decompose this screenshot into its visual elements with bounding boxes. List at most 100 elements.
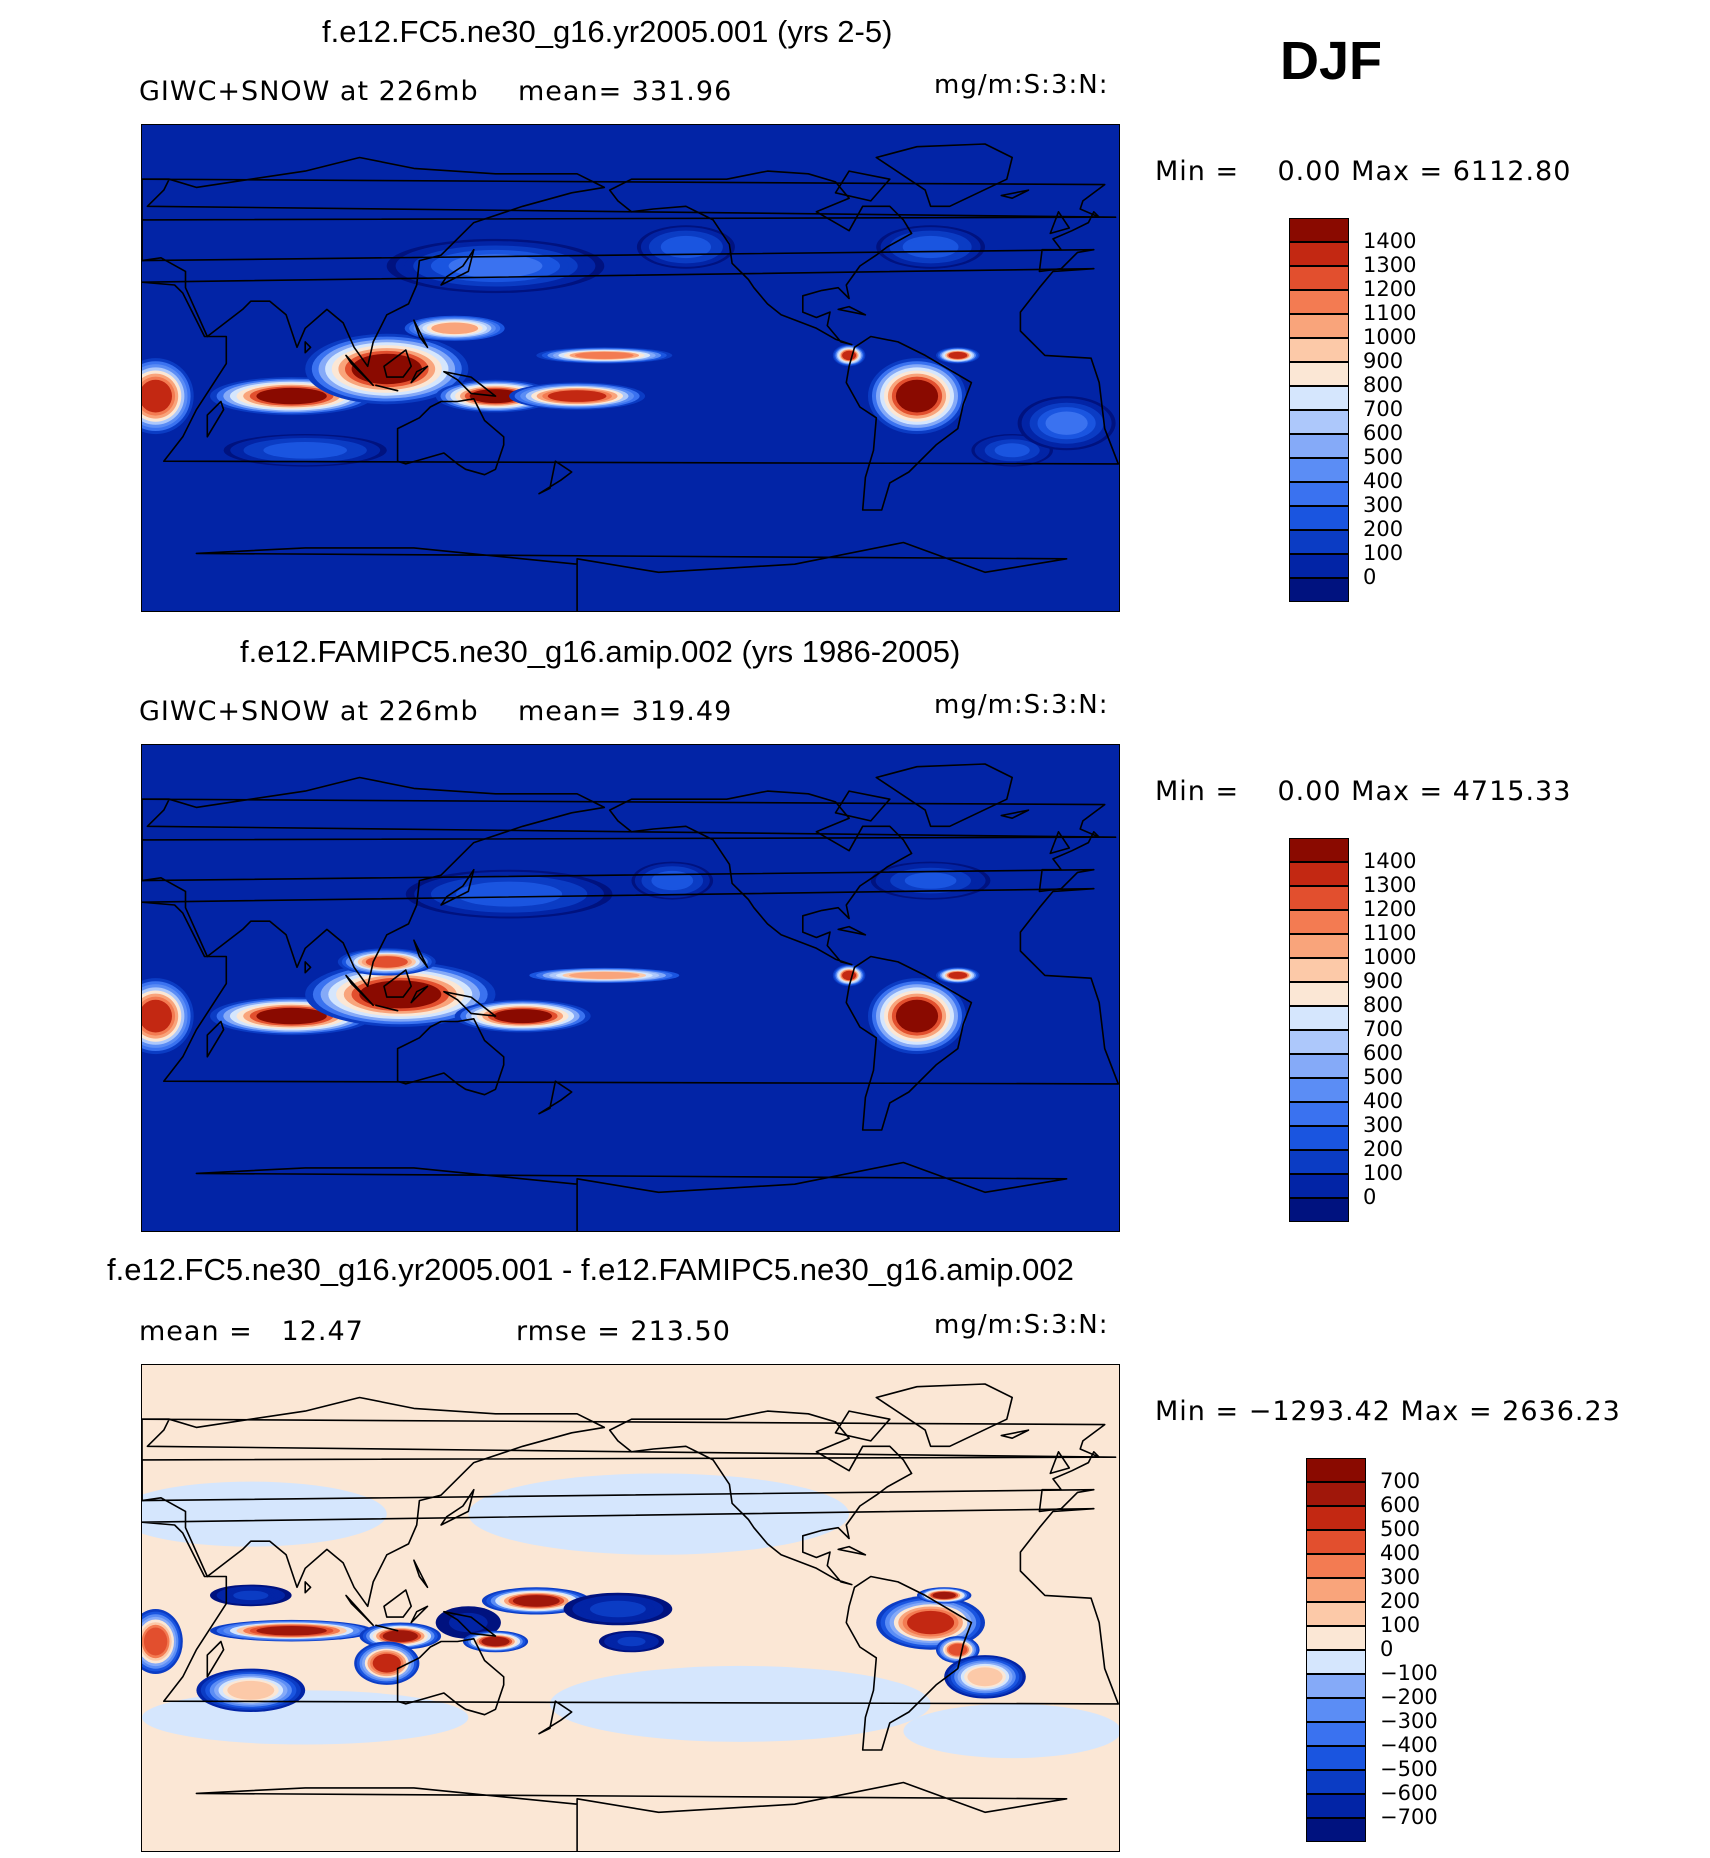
colorbar-box: [1306, 1530, 1366, 1554]
colorbar-box: [1289, 1054, 1349, 1078]
panel1-units: mg/m:S:3:N:: [934, 70, 1109, 100]
season-label: DJF: [1280, 31, 1383, 91]
panel2-units: mg/m:S:3:N:: [934, 690, 1109, 720]
colorbar-tick-label: 100: [1363, 1161, 1404, 1185]
coastline: [413, 1559, 429, 1589]
coastline: [142, 831, 1101, 893]
field-contour: [256, 1626, 327, 1636]
colorbar-tick-label: 500: [1380, 1517, 1421, 1541]
field-contour: [948, 1643, 968, 1656]
coastline: [834, 790, 891, 822]
coastline: [383, 969, 413, 998]
coastline: [396, 397, 505, 476]
field-contour: [907, 1610, 955, 1635]
coastline: [142, 776, 606, 988]
field-contour: [907, 237, 955, 257]
colorbar-box: [1306, 1674, 1366, 1698]
colorbar-box: [1289, 1078, 1349, 1102]
colorbar-tick-label: −300: [1380, 1709, 1438, 1733]
coastline: [304, 1581, 312, 1594]
field-contour: [382, 1630, 418, 1642]
panel1-minmax: Min = 0.00 Max = 6112.80: [1155, 156, 1572, 187]
field-contour: [842, 970, 857, 981]
coastline: [834, 170, 891, 202]
coastline: [142, 1451, 1101, 1513]
colorbar-tick-label: 400: [1380, 1541, 1421, 1565]
coastline: [410, 365, 429, 384]
coastline: [396, 1017, 505, 1096]
colorbar-box: [1289, 482, 1349, 506]
colorbar-tick-label: 400: [1363, 469, 1404, 493]
coastline: [1049, 1451, 1071, 1475]
colorbar-box: [1289, 982, 1349, 1006]
colorbar-tick-label: 300: [1363, 493, 1404, 517]
coastline: [304, 961, 312, 974]
colorbar-box: [1289, 266, 1349, 290]
field-contour: [569, 971, 640, 979]
field-contour: [493, 1009, 552, 1024]
field-contour: [903, 1703, 1119, 1759]
coastline: [142, 1396, 606, 1608]
coastline: [837, 305, 867, 316]
coastline: [304, 341, 312, 354]
colorbar-tick-label: 200: [1363, 1137, 1404, 1161]
colorbar-box: [1289, 554, 1349, 578]
colorbar-tick-label: 1000: [1363, 945, 1417, 969]
colorbar-tick-label: 200: [1380, 1589, 1421, 1613]
colorbar-tick-label: −200: [1380, 1685, 1438, 1709]
coastline: [195, 541, 1068, 611]
panel3-map: [141, 1364, 1120, 1852]
colorbar-tick-label: 500: [1363, 445, 1404, 469]
field-contour: [549, 1665, 931, 1742]
colorbar-tick-label: 700: [1363, 1017, 1404, 1041]
coastline: [142, 798, 1117, 838]
colorbar-box: [1289, 910, 1349, 934]
field-contour: [256, 1007, 327, 1025]
colorbar-box: [1289, 862, 1349, 886]
map-background: [142, 745, 1119, 1231]
colorbar-box: [1289, 530, 1349, 554]
colorbar-tick-label: 700: [1380, 1469, 1421, 1493]
colorbar-box: [1289, 1150, 1349, 1174]
colorbar-tick-label: 900: [1363, 349, 1404, 373]
field-contour: [594, 1602, 642, 1616]
coastline: [443, 990, 497, 1017]
coastline: [410, 985, 429, 1004]
field-contour: [142, 379, 172, 413]
panel2-mean: mean= 319.49: [518, 696, 733, 727]
coastline: [1049, 831, 1071, 855]
coastline: [345, 974, 374, 1007]
colorbar-box: [1289, 242, 1349, 266]
colorbar-box: [1289, 838, 1349, 862]
colorbar-box: [1306, 1818, 1366, 1842]
colorbar-tick-label: 1200: [1363, 277, 1417, 301]
coastline: [1000, 189, 1030, 199]
panel1-title: f.e12.FC5.ne30_g16.yr2005.001 (yrs 2-5): [322, 14, 893, 49]
colorbar-tick-label: 1000: [1363, 325, 1417, 349]
coastline: [396, 1637, 505, 1716]
colorbar-tick-label: −100: [1380, 1661, 1438, 1685]
panel3-title: f.e12.FC5.ne30_g16.yr2005.001 - f.e12.FA…: [107, 1252, 1074, 1287]
field-contour: [143, 1627, 168, 1656]
coastline: [375, 384, 399, 392]
colorbar-box: [1289, 386, 1349, 410]
coastline: [1000, 809, 1030, 819]
colorbar-tick-label: 200: [1363, 517, 1404, 541]
colorbar-box: [1289, 290, 1349, 314]
field-contour: [842, 350, 857, 361]
panel2-minmax: Min = 0.00 Max = 4715.33: [1155, 776, 1572, 807]
colorbar-tick-label: 700: [1363, 397, 1404, 421]
coastline: [206, 1020, 225, 1058]
panel1-mean: mean= 331.96: [518, 76, 733, 107]
coastline: [413, 319, 429, 349]
colorbar-tick-label: 1200: [1363, 897, 1417, 921]
colorbar-tick-label: 1400: [1363, 849, 1417, 873]
colorbar-box: [1306, 1578, 1366, 1602]
colorbar-tick-label: 600: [1380, 1493, 1421, 1517]
colorbar-box: [1289, 218, 1349, 242]
field-contour: [895, 999, 939, 1033]
coastline: [142, 267, 1119, 465]
coastline: [538, 1080, 573, 1115]
colorbar-tick-label: 0: [1380, 1637, 1394, 1661]
colorbar-tick-label: 800: [1363, 993, 1404, 1017]
